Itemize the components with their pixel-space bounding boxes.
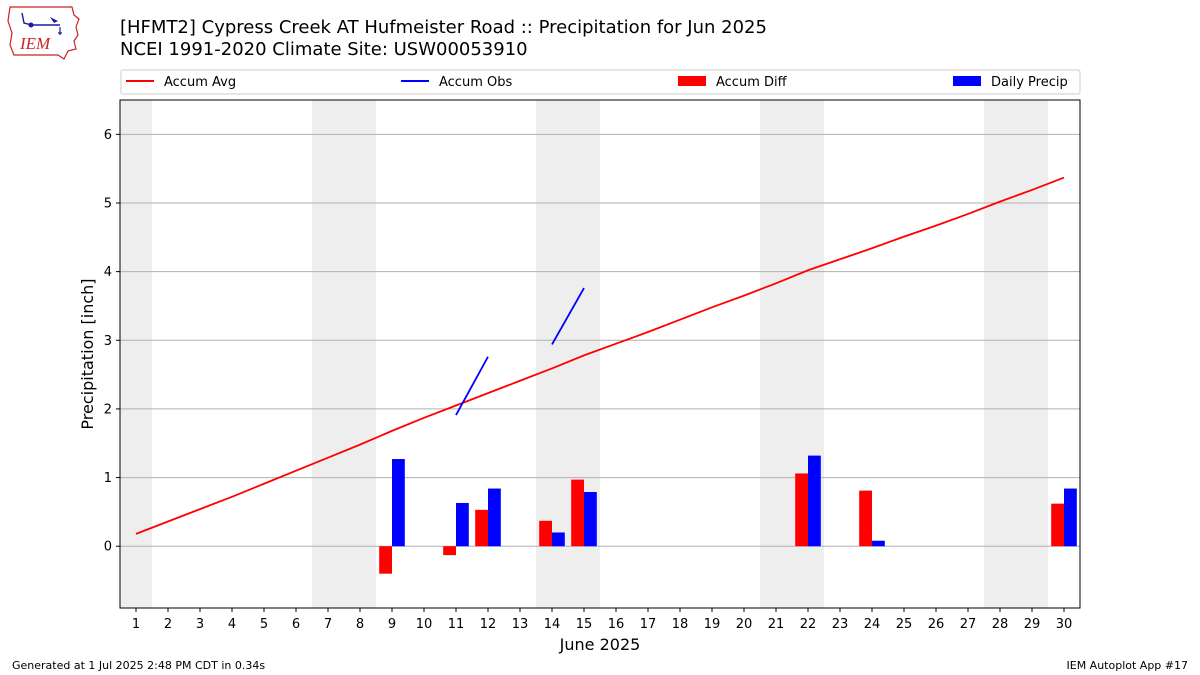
daily-precip-bar bbox=[808, 455, 821, 547]
x-tick-label: 15 bbox=[576, 617, 593, 632]
x-axis-label: June 2025 bbox=[559, 635, 641, 654]
x-tick-label: 23 bbox=[832, 617, 849, 632]
legend-label: Daily Precip bbox=[991, 75, 1068, 90]
daily-precip-bar bbox=[456, 502, 469, 547]
chart-subtitle: NCEI 1991-2020 Climate Site: USW00053910 bbox=[120, 39, 528, 60]
y-axis-label: Precipitation [inch] bbox=[78, 278, 97, 429]
x-tick-label: 4 bbox=[228, 617, 236, 632]
accum-diff-bar bbox=[443, 546, 456, 556]
logo-text: IEM bbox=[19, 34, 51, 53]
daily-precip-bar bbox=[488, 488, 501, 547]
x-tick-label: 7 bbox=[324, 617, 332, 632]
iem-logo: IEM bbox=[6, 5, 82, 61]
weekend-band bbox=[312, 100, 376, 608]
weekend-band bbox=[984, 100, 1048, 608]
x-tick-label: 13 bbox=[512, 617, 529, 632]
x-tick-label: 6 bbox=[292, 617, 300, 632]
x-tick-label: 19 bbox=[704, 617, 721, 632]
daily-precip-bar bbox=[392, 459, 405, 547]
x-tick-label: 17 bbox=[640, 617, 657, 632]
weekend-band bbox=[120, 100, 152, 608]
x-tick-label: 11 bbox=[448, 617, 465, 632]
accum-diff-bar bbox=[1051, 503, 1064, 547]
accum-diff-bar bbox=[379, 546, 392, 574]
x-tick-label: 25 bbox=[896, 617, 913, 632]
x-tick-label: 1 bbox=[132, 617, 140, 632]
daily-precip-bar bbox=[1064, 488, 1077, 547]
accum-obs-line bbox=[551, 287, 585, 345]
accum-diff-bar bbox=[571, 479, 584, 547]
x-tick-label: 20 bbox=[736, 617, 753, 632]
x-tick-label: 10 bbox=[416, 617, 433, 632]
plot-frame bbox=[119, 99, 1081, 609]
x-tick-label: 5 bbox=[260, 617, 268, 632]
x-tick-label: 9 bbox=[388, 617, 396, 632]
generated-note: Generated at 1 Jul 2025 2:48 PM CDT in 0… bbox=[12, 659, 266, 672]
accum-diff-bar bbox=[539, 520, 552, 547]
legend-label: Accum Diff bbox=[716, 75, 788, 90]
x-tick-label: 8 bbox=[356, 617, 364, 632]
x-tick-label: 12 bbox=[480, 617, 497, 632]
accum-diff-bar bbox=[795, 473, 808, 547]
x-tick-label: 16 bbox=[608, 617, 625, 632]
accum-avg-line bbox=[135, 176, 1065, 535]
x-tick-label: 26 bbox=[928, 617, 945, 632]
x-tick-label: 2 bbox=[164, 617, 172, 632]
legend-swatch-bar bbox=[953, 76, 981, 86]
x-tick-label: 18 bbox=[672, 617, 689, 632]
chart-title: [HFMT2] Cypress Creek AT Hufmeister Road… bbox=[120, 17, 767, 38]
x-tick-label: 28 bbox=[992, 617, 1009, 632]
x-tick-label: 22 bbox=[800, 617, 817, 632]
legend-label: Accum Avg bbox=[164, 75, 236, 90]
y-tick-label: 4 bbox=[104, 265, 112, 280]
x-tick-label: 14 bbox=[544, 617, 561, 632]
x-tick-label: 3 bbox=[196, 617, 204, 632]
legend-box bbox=[120, 69, 1081, 95]
accum-diff-bar bbox=[475, 509, 488, 547]
accum-diff-bar bbox=[859, 490, 872, 547]
y-tick-label: 2 bbox=[104, 402, 112, 417]
y-tick-label: 5 bbox=[104, 196, 112, 211]
y-tick-label: 6 bbox=[104, 128, 112, 143]
x-tick-label: 30 bbox=[1056, 617, 1073, 632]
x-tick-label: 21 bbox=[768, 617, 785, 632]
legend-label: Accum Obs bbox=[439, 75, 512, 90]
x-tick-label: 29 bbox=[1024, 617, 1041, 632]
app-credit: IEM Autoplot App #17 bbox=[1066, 659, 1189, 672]
accum-obs-line bbox=[455, 356, 489, 416]
x-tick-label: 24 bbox=[864, 617, 881, 632]
legend-swatch-bar bbox=[678, 76, 706, 86]
x-tick-label: 27 bbox=[960, 617, 977, 632]
daily-precip-bar bbox=[552, 532, 565, 547]
daily-precip-bar bbox=[584, 491, 597, 547]
y-tick-label: 0 bbox=[104, 540, 112, 555]
daily-precip-bar bbox=[872, 540, 885, 547]
y-tick-label: 1 bbox=[104, 471, 112, 486]
y-tick-label: 3 bbox=[104, 334, 112, 349]
